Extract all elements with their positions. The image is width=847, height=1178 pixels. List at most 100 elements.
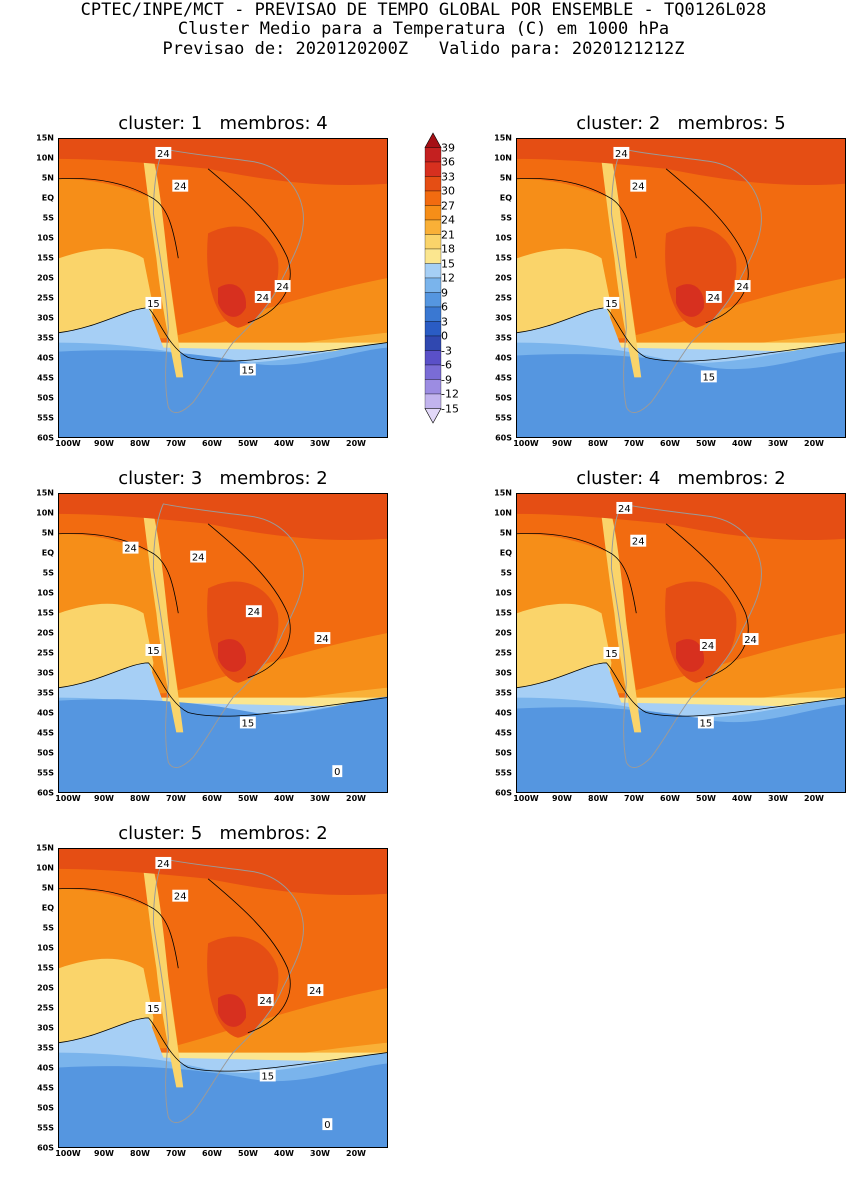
lon-tick-label: 30W: [768, 794, 788, 803]
svg-text:24: 24: [632, 537, 645, 548]
lon-tick-label: 100W: [55, 794, 81, 803]
contour-label: 24: [172, 179, 189, 193]
lon-tick-label: 100W: [513, 794, 539, 803]
panel-title: cluster: 1 membros: 4: [118, 113, 328, 134]
lat-tick-label: 10S: [495, 233, 512, 243]
lat-tick-label: 15S: [37, 608, 54, 618]
lat-tick-label: 10N: [36, 863, 54, 873]
svg-text:24: 24: [174, 892, 187, 903]
colorbar-label: -6: [441, 358, 452, 372]
colorbar-swatch: [424, 205, 442, 221]
header-line-3: Previsao de: 2020120200Z Valido para: 20…: [162, 39, 685, 59]
contour-label: 24: [155, 856, 172, 870]
svg-text:24: 24: [316, 634, 329, 645]
lat-tick-label: 30S: [495, 313, 512, 323]
colorbar-label: 9: [441, 286, 448, 299]
lon-tick-label: 20W: [346, 1149, 366, 1158]
lat-tick-label: 20S: [37, 273, 54, 283]
lon-tick-label: 40W: [274, 794, 294, 803]
lon-tick-label: 30W: [768, 439, 788, 448]
lon-tick-label: 60W: [202, 1149, 222, 1158]
colorbar-swatch: [424, 321, 442, 337]
lat-tick-label: 25S: [495, 648, 512, 658]
temperature-map: 24 24 24 24 15 15 0: [58, 848, 388, 1148]
lat-tick-label: 40S: [37, 1063, 54, 1073]
colorbar-label: -12: [441, 387, 459, 401]
lon-tick-label: 90W: [94, 794, 114, 803]
lat-tick-label: 50S: [37, 1103, 54, 1113]
temperature-map: 24 24 24 24 15 15: [58, 138, 388, 438]
svg-text:15: 15: [147, 1004, 160, 1015]
map-canvas: 24 24 24 24 15 15 0: [59, 849, 387, 1147]
lon-tick-label: 60W: [660, 439, 680, 448]
colorbar-swatches: [424, 132, 442, 424]
contour-label: 24: [616, 501, 633, 515]
lon-tick-label: 70W: [166, 439, 186, 448]
contour-label: 24: [742, 633, 759, 646]
lat-tick-label: 10S: [495, 588, 512, 598]
svg-text:15: 15: [703, 372, 716, 383]
lon-tick-label: 20W: [804, 794, 824, 803]
lat-tick-label: 30S: [37, 1023, 54, 1033]
svg-text:24: 24: [259, 996, 272, 1007]
lon-tick-label: 100W: [55, 439, 81, 448]
colorbar-label: 27: [441, 199, 455, 212]
temperature-map: 24 24 24 24 15 15: [516, 493, 846, 793]
panel-title: cluster: 5 membros: 2: [118, 823, 328, 844]
panel-title: cluster: 3 membros: 2: [118, 468, 328, 489]
contour-label: 24: [307, 984, 324, 997]
contour-label: 24: [630, 179, 647, 193]
lat-tick-label: 10S: [37, 943, 54, 953]
lon-tick-label: 50W: [238, 1149, 258, 1158]
svg-text:24: 24: [124, 544, 137, 555]
contour-label: 24: [705, 290, 722, 304]
lat-tick-label: 5S: [42, 568, 54, 578]
lon-tick-label: 30W: [310, 1149, 330, 1158]
lat-tick-label: 25S: [37, 648, 54, 658]
lat-tick-label: 55S: [495, 768, 512, 778]
map-panel-4: cluster: 4 membros: 2 24 24 24 24 15 15 15N 10N 5…: [494, 468, 846, 823]
contour-label: 24: [699, 639, 716, 652]
colorbar-swatch: [424, 248, 442, 264]
lat-tick-label: 5N: [499, 528, 512, 538]
lat-tick-label: 5N: [41, 173, 54, 183]
lon-tick-label: 80W: [130, 794, 150, 803]
colorbar-label: 39: [441, 141, 455, 154]
colorbar-label: 3: [441, 315, 448, 328]
lat-tick-label: 45S: [37, 1083, 54, 1093]
lat-tick-label: 35S: [495, 333, 512, 343]
lat-tick-label: 55S: [37, 768, 54, 778]
lon-tick-label: 30W: [310, 794, 330, 803]
lat-tick-label: 50S: [495, 393, 512, 403]
lat-tick-label: 20S: [37, 628, 54, 638]
lat-tick-label: 50S: [37, 393, 54, 403]
contour-label: 15: [700, 370, 717, 383]
lat-tick-label: 5S: [500, 213, 512, 223]
lat-tick-label: 60S: [37, 1143, 54, 1153]
lon-tick-label: 70W: [166, 1149, 186, 1158]
contour-label: 24: [172, 889, 189, 903]
colorbar-swatch: [424, 292, 442, 308]
colorbar-swatch: [424, 393, 442, 409]
svg-text:24: 24: [256, 293, 269, 304]
svg-text:24: 24: [707, 293, 720, 304]
colorbar-label: 24: [441, 213, 455, 227]
colorbar-label: 18: [441, 242, 455, 256]
svg-text:24: 24: [618, 504, 631, 515]
temperature-map: 24 24 24 24 15 15: [516, 138, 846, 438]
svg-text:15: 15: [147, 646, 160, 657]
header-line-1: CPTEC/INPE/MCT - PREVISAO DE TEMPO GLOBA…: [80, 0, 767, 20]
colorbar-label: 33: [441, 170, 455, 183]
lat-tick-label: 10S: [37, 233, 54, 243]
lon-tick-label: 60W: [202, 439, 222, 448]
lat-tick-label: 45S: [37, 728, 54, 738]
svg-text:15: 15: [147, 299, 160, 310]
colorbar-swatch: [424, 176, 442, 192]
contour-label: 24: [734, 280, 751, 293]
svg-text:15: 15: [242, 365, 255, 376]
lat-tick-label: 60S: [495, 788, 512, 798]
contour-label: 15: [603, 646, 620, 660]
lon-tick-label: 60W: [202, 794, 222, 803]
lat-tick-label: 10N: [494, 153, 512, 163]
lat-tick-label: 15N: [36, 488, 54, 498]
